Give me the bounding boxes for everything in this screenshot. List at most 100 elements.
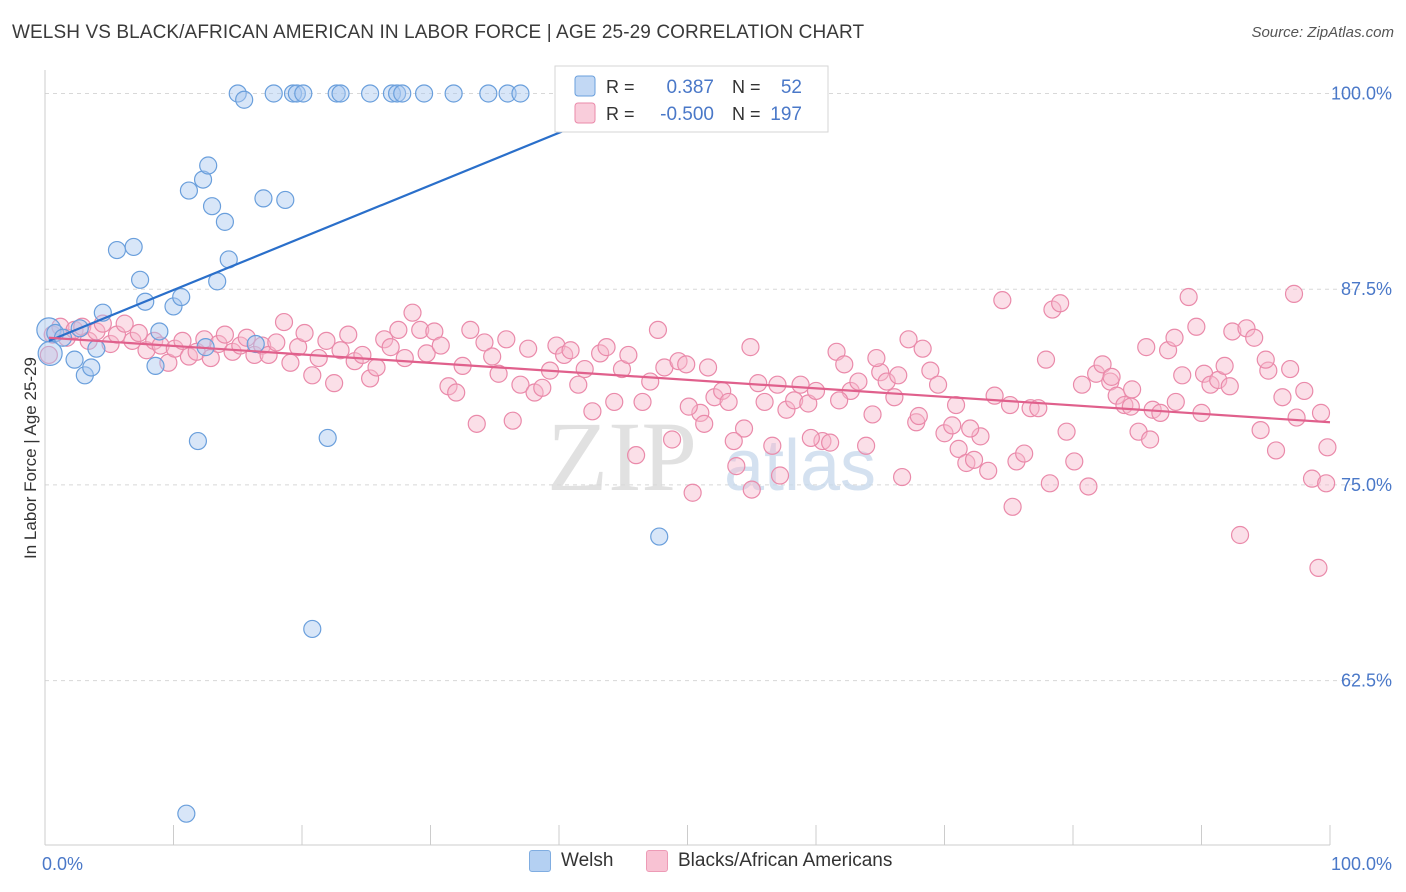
- blacks-point: [403, 303, 422, 322]
- blacks-point: [389, 320, 408, 339]
- blacks-point: [1102, 367, 1121, 386]
- blacks-point: [339, 325, 358, 344]
- blacks-point: [1040, 474, 1059, 493]
- welsh-point: [150, 322, 169, 341]
- blacks-point: [698, 358, 718, 377]
- blacks-point: [1057, 422, 1076, 441]
- blacks-point: [857, 436, 876, 455]
- blacks-point: [569, 375, 588, 394]
- welsh-point: [414, 84, 434, 103]
- blacks-point: [791, 375, 810, 394]
- blacks-point: [1302, 469, 1322, 488]
- blacks-point: [1137, 338, 1156, 357]
- welsh-point: [361, 84, 380, 103]
- blacks-point: [871, 363, 890, 382]
- blacks-point: [467, 414, 486, 433]
- welsh-point: [327, 84, 346, 103]
- welsh-point: [235, 90, 254, 109]
- series-blacks-african-americans: [39, 284, 1337, 577]
- chart-title: WELSH VS BLACK/AFRICAN AMERICAN IN LABOR…: [12, 22, 865, 43]
- legend-frame: [554, 65, 829, 133]
- legend-r-label: R =: [606, 77, 635, 97]
- blacks-point: [547, 336, 566, 355]
- blacks-point: [1245, 328, 1264, 347]
- blacks-point: [597, 338, 616, 357]
- blacks-point: [1000, 395, 1020, 415]
- welsh-point: [179, 181, 199, 200]
- blacks-point: [993, 291, 1012, 310]
- welsh-point: [124, 237, 143, 257]
- blacks-point: [683, 483, 702, 502]
- welsh-point: [393, 84, 412, 103]
- blacks-point: [1123, 380, 1142, 399]
- blacks-point: [561, 341, 580, 360]
- y-tick-label: 62.5%: [1341, 671, 1392, 691]
- blacks-point: [1087, 364, 1106, 383]
- blacks-point: [1015, 444, 1034, 463]
- blacks-point: [137, 341, 156, 360]
- blacks-point: [1309, 558, 1328, 577]
- blacks-point: [431, 336, 450, 355]
- blacks-point: [679, 397, 698, 416]
- legend-n-value: 52: [781, 77, 802, 98]
- blacks-point: [1230, 525, 1250, 545]
- legend-r-label: R =: [606, 104, 635, 124]
- series-legend: Welsh Blacks/African Americans: [0, 850, 1406, 880]
- blacks-point: [39, 345, 58, 365]
- legend-r-value: -0.500: [660, 104, 714, 125]
- blacks-point: [648, 320, 668, 339]
- blacks-point: [331, 341, 350, 360]
- blacks-point: [1318, 438, 1337, 457]
- blacks-point: [734, 419, 754, 438]
- blacks-point: [889, 366, 908, 385]
- blacks-point: [1215, 356, 1234, 376]
- blacks-point: [1237, 319, 1256, 338]
- y-axis-label: In Labor Force | Age 25-29: [21, 357, 40, 559]
- legend-item-blacks[interactable]: Blacks/African Americans: [646, 850, 892, 872]
- blacks-point: [943, 416, 962, 435]
- blacks-point: [1173, 366, 1192, 385]
- blacks-point: [1317, 474, 1336, 493]
- welsh-point: [444, 84, 463, 103]
- blacks-point: [1179, 287, 1198, 307]
- blacks-point: [519, 339, 538, 358]
- blacks-point: [770, 466, 790, 485]
- blacks-point: [583, 402, 602, 421]
- blacks-point: [755, 392, 774, 412]
- legend-swatch-welsh: [574, 75, 596, 97]
- blacks-point: [503, 411, 522, 430]
- blacks-point: [899, 330, 918, 349]
- blacks-point: [619, 345, 638, 365]
- blacks-point: [575, 359, 594, 379]
- welsh-point: [164, 297, 183, 316]
- blacks-point: [877, 372, 896, 391]
- blacks-point: [935, 424, 954, 443]
- blacks-point: [742, 480, 761, 499]
- welsh-point: [303, 619, 322, 639]
- blacks-point: [1165, 328, 1184, 347]
- blacks-point: [497, 330, 516, 349]
- blacks-point: [215, 325, 234, 344]
- blacks-point: [253, 336, 272, 355]
- blacks-point: [511, 375, 530, 394]
- blacks-point: [885, 388, 904, 407]
- legend-item-welsh[interactable]: Welsh: [529, 850, 613, 872]
- blacks-point: [101, 334, 120, 354]
- welsh-point: [382, 84, 402, 103]
- welsh-point: [199, 156, 218, 175]
- blacks-point: [361, 369, 380, 388]
- welsh-point: [65, 350, 84, 369]
- welsh-point: [318, 428, 337, 448]
- blacks-point: [317, 331, 336, 350]
- blacks-point: [1107, 386, 1126, 405]
- blacks-point: [1281, 359, 1300, 379]
- blacks-point: [533, 378, 552, 397]
- blacks-point: [724, 431, 743, 451]
- legend-swatch-welsh: [529, 850, 551, 872]
- blacks-point: [1256, 350, 1275, 369]
- blacks-point: [830, 391, 849, 410]
- correlation-legend: R = 0.387 N = 52 R = -0.500 N = 197: [554, 65, 829, 133]
- x-tick-label: 100.0%: [1331, 854, 1392, 874]
- blacks-point: [1003, 497, 1022, 516]
- welsh-point: [193, 170, 213, 189]
